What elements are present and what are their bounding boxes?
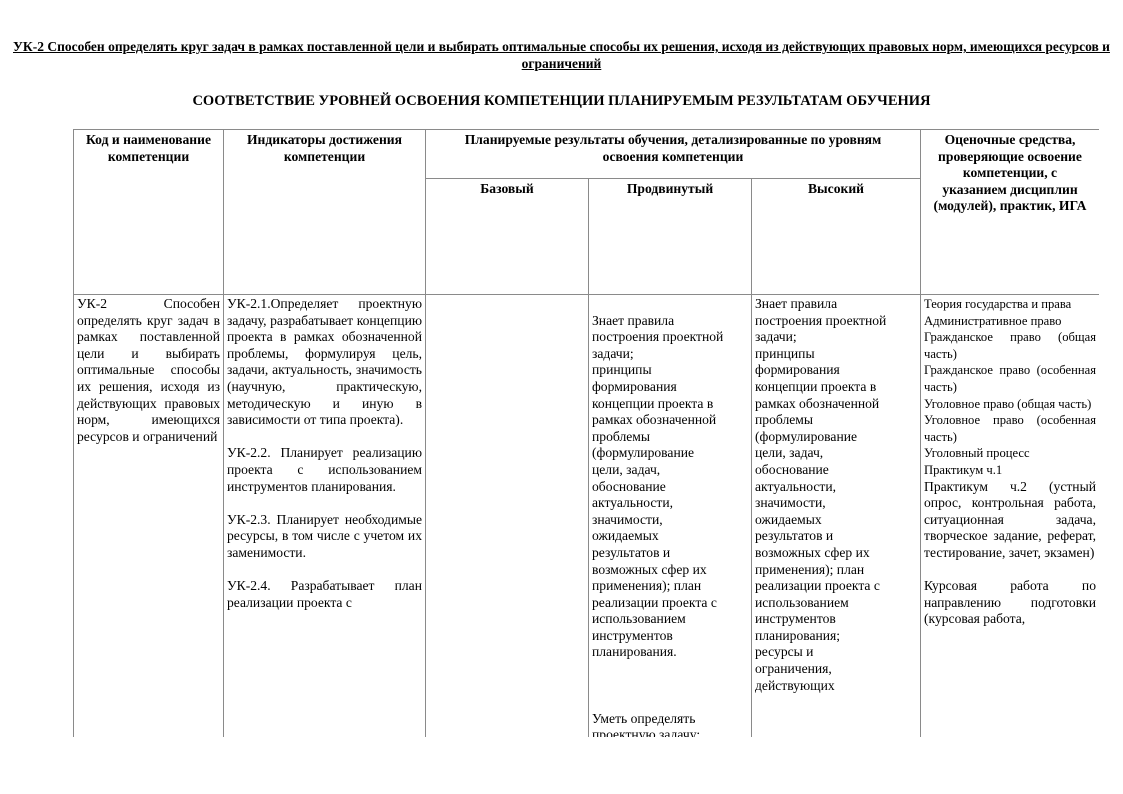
header-indicators: Индикаторы достижения компетенции <box>223 129 426 295</box>
advanced-skills: Уметь определять проектную задачу; <box>592 710 701 737</box>
indicator-2-3: УК-2.3. Планирует необходимые ресурсы, в… <box>227 511 422 560</box>
discipline-item: Уголовное право (особенная часть) <box>924 413 1096 444</box>
header-code: Код и наименование компетенции <box>73 129 224 295</box>
discipline-item: Административное право <box>924 313 1062 328</box>
coursework-item: Курсовая работа по направлению подготовк… <box>924 578 1096 627</box>
header-results: Планируемые результаты обучения, детализ… <box>425 129 921 179</box>
advanced-knows: Знает правила построения проектной задач… <box>592 312 724 660</box>
competency-table-container: Код и наименование компетенции Индикатор… <box>73 129 1099 737</box>
table-row: УК-2 Способен определять круг задач в ра… <box>73 294 1099 737</box>
cell-high: Знает правила построения проектной задач… <box>751 294 921 737</box>
discipline-item: Уголовное право (общая часть) <box>924 396 1092 411</box>
cell-assessment: Теория государства и права Административ… <box>920 294 1099 737</box>
competency-table: Код и наименование компетенции Индикатор… <box>73 129 1099 737</box>
header-advanced: Продвинутый <box>588 178 752 295</box>
header-basic: Базовый <box>425 178 589 295</box>
document-title: УК-2 Способен определять круг задач в ра… <box>13 39 1110 71</box>
discipline-item: Гражданское право (общая часть) <box>924 330 1096 361</box>
cell-advanced: Знает правила построения проектной задач… <box>588 294 752 737</box>
indicator-2-2: УК-2.2. Планирует реализацию проекта с и… <box>227 445 422 494</box>
cell-indicators: УК-2.1.Определяет проектную задачу, разр… <box>223 294 426 737</box>
cell-code: УК-2 Способен определять круг задач в ра… <box>73 294 224 737</box>
practicum-2-item: Практикум ч.2 (устный опрос, контрольная… <box>924 478 1096 560</box>
discipline-item: Практикум ч.1 <box>924 462 1003 477</box>
header-high: Высокий <box>751 178 921 295</box>
indicator-2-4: УК-2.4. Разрабатывает план реализации пр… <box>227 578 422 610</box>
discipline-item: Гражданское право (особенная часть) <box>924 363 1096 394</box>
header-assessment: Оценочные средства, проверяющие освоение… <box>920 129 1099 295</box>
cell-basic <box>425 294 589 737</box>
discipline-item: Теория государства и права <box>924 297 1072 311</box>
discipline-item: Уголовный процесс <box>924 446 1030 461</box>
indicator-2-1: УК-2.1.Определяет проектную задачу, разр… <box>227 296 422 428</box>
section-heading: СООТВЕТСТВИЕ УРОВНЕЙ ОСВОЕНИЯ КОМПЕТЕНЦИ… <box>192 93 931 109</box>
